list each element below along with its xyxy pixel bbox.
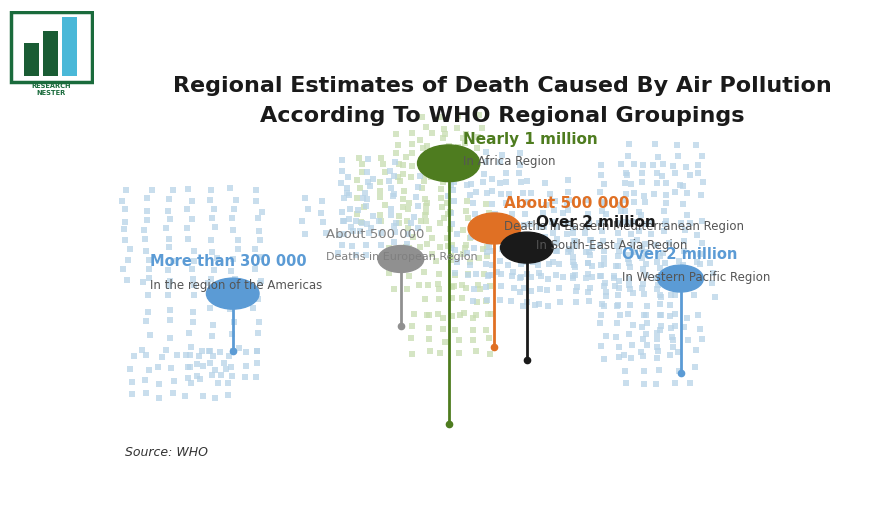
Circle shape <box>468 213 521 244</box>
Text: Regional Estimates of Death Caused By Air Pollution: Regional Estimates of Death Caused By Ai… <box>173 76 832 96</box>
FancyBboxPatch shape <box>11 12 92 82</box>
Text: More than 300 000: More than 300 000 <box>150 254 306 269</box>
Bar <box>62 17 77 76</box>
Text: Nearly 1 million: Nearly 1 million <box>463 132 598 147</box>
Circle shape <box>501 232 553 263</box>
Text: About 500 000: About 500 000 <box>326 227 424 241</box>
Text: In the region of the Americas: In the region of the Americas <box>150 279 322 291</box>
Circle shape <box>418 145 480 181</box>
Text: Source: WHO: Source: WHO <box>125 445 208 459</box>
Text: According To WHO Regional Groupings: According To WHO Regional Groupings <box>261 106 745 126</box>
Text: In Africa Region: In Africa Region <box>463 155 555 168</box>
Text: RESEARCH: RESEARCH <box>31 83 71 89</box>
Bar <box>24 43 39 76</box>
Text: Over 2 million: Over 2 million <box>622 247 738 262</box>
Text: Deaths in Eastern Mediterranean Region: Deaths in Eastern Mediterranean Region <box>504 220 744 233</box>
Text: In Western Pacific Region: In Western Pacific Region <box>622 271 771 284</box>
Text: Over 2 million: Over 2 million <box>536 215 655 231</box>
Circle shape <box>206 278 259 309</box>
Circle shape <box>378 245 424 272</box>
Text: In South-East Asia Region: In South-East Asia Region <box>536 239 688 252</box>
Text: NESTER: NESTER <box>37 90 66 96</box>
Bar <box>43 31 58 76</box>
Circle shape <box>657 265 704 292</box>
Text: Deaths in European Region: Deaths in European Region <box>326 252 478 262</box>
Text: About 500 000: About 500 000 <box>504 196 630 211</box>
